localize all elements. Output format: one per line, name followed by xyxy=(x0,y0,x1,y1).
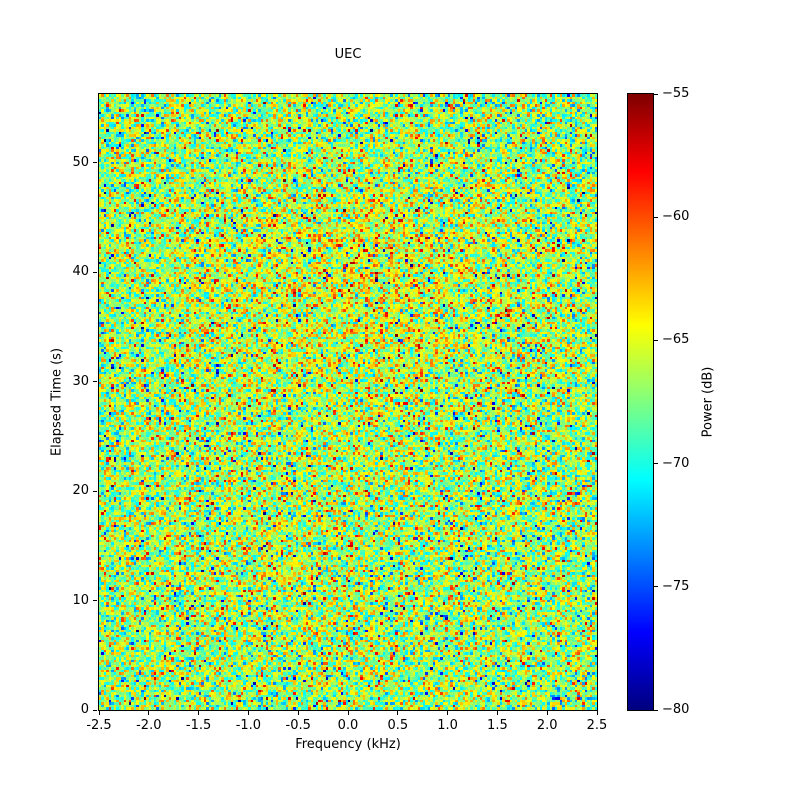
x-tick-label: 0.5 xyxy=(387,718,409,733)
colorbar-tick-label: −60 xyxy=(662,209,690,225)
colorbar-tick-mark xyxy=(654,709,658,711)
x-tick-mark xyxy=(148,711,150,715)
y-tick-label: 20 xyxy=(72,483,89,499)
colorbar-tick-label: −55 xyxy=(662,86,690,101)
spectrogram-heatmap-canvas xyxy=(99,94,597,710)
x-tick-label: 1.0 xyxy=(437,718,458,733)
x-tick-mark xyxy=(596,711,598,715)
y-tick-mark xyxy=(93,381,97,383)
y-tick-label: 30 xyxy=(72,373,89,389)
x-tick-mark xyxy=(447,711,449,715)
colorbar-gradient-canvas xyxy=(628,94,653,710)
y-tick-mark xyxy=(93,709,97,711)
x-tick-mark xyxy=(198,711,200,715)
y-tick-mark xyxy=(93,600,97,602)
y-tick-label: 10 xyxy=(72,592,89,608)
y-tick-mark xyxy=(93,162,97,164)
x-tick-mark xyxy=(546,711,548,715)
colorbar-tick-mark xyxy=(654,339,658,341)
y-tick-label: 50 xyxy=(72,154,89,170)
colorbar-tick-mark xyxy=(654,463,658,465)
y-tick-label: 40 xyxy=(72,264,89,280)
colorbar-tick-mark xyxy=(654,93,658,95)
y-tick-label: 0 xyxy=(80,702,89,717)
x-tick-mark xyxy=(347,711,349,715)
x-tick-label: -0.5 xyxy=(285,718,311,733)
y-axis-label: Elapsed Time (s) xyxy=(49,347,65,457)
x-tick-mark xyxy=(247,711,249,715)
x-tick-label: -2.0 xyxy=(136,718,162,733)
x-tick-label: 0.0 xyxy=(337,718,359,733)
x-tick-label: 1.5 xyxy=(487,718,508,733)
x-tick-label: -2.5 xyxy=(86,718,112,733)
x-tick-mark xyxy=(297,711,299,715)
heatmap-plot-area xyxy=(98,93,598,711)
colorbar-tick-label: −70 xyxy=(662,455,690,471)
colorbar-tick-label: −65 xyxy=(662,332,690,348)
x-tick-mark xyxy=(98,711,100,715)
x-tick-mark xyxy=(397,711,399,715)
x-tick-label: 2.0 xyxy=(536,718,558,733)
x-tick-label: 2.5 xyxy=(586,718,608,733)
colorbar-tick-label: −75 xyxy=(662,578,690,594)
x-tick-label: -1.0 xyxy=(235,718,262,733)
chart-title: UEC xyxy=(334,47,362,62)
colorbar-tick-mark xyxy=(654,586,658,588)
x-axis-label: Frequency (kHz) xyxy=(295,737,401,752)
y-tick-mark xyxy=(93,490,97,492)
y-tick-mark xyxy=(93,271,97,273)
colorbar xyxy=(627,93,654,711)
colorbar-tick-label: −80 xyxy=(662,702,690,717)
x-tick-label: -1.5 xyxy=(185,718,212,733)
colorbar-label: Power (dB) xyxy=(700,366,716,438)
x-tick-mark xyxy=(496,711,498,715)
colorbar-tick-mark xyxy=(654,216,658,218)
